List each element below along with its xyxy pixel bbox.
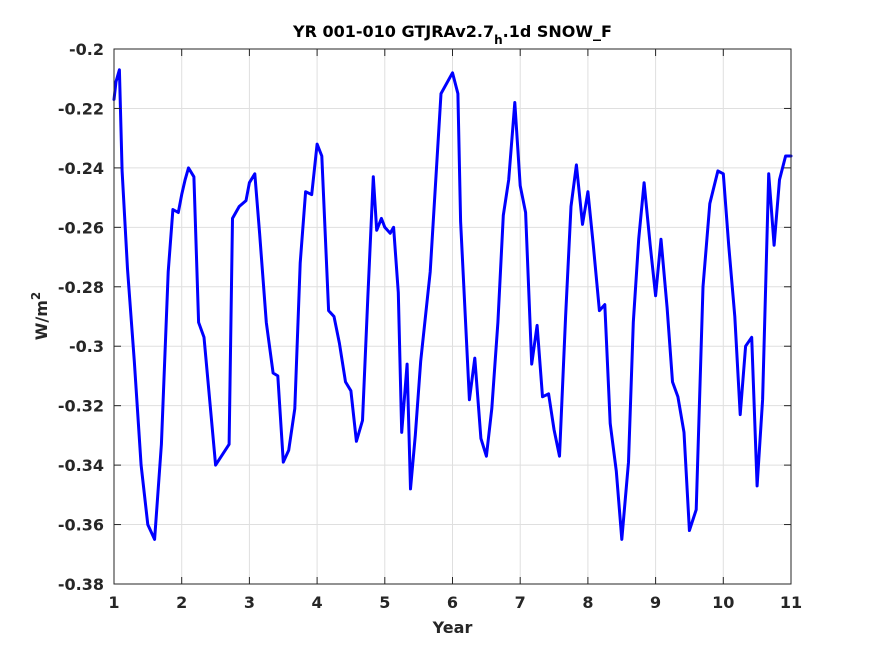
chart-title: YR 001-010 GTJRAv2.7h.1d SNOW_F bbox=[292, 22, 612, 47]
x-tick-label: 3 bbox=[244, 593, 255, 612]
series-layer bbox=[112, 68, 793, 541]
tick-marks bbox=[113, 48, 792, 585]
x-tick-label: 7 bbox=[515, 593, 526, 612]
x-tick-label: 10 bbox=[712, 593, 734, 612]
x-tick-label: 1 bbox=[108, 593, 119, 612]
y-tick-label: -0.28 bbox=[58, 278, 104, 297]
y-axis-label-unit: W/m bbox=[32, 300, 51, 340]
y-tick-label: -0.36 bbox=[58, 516, 104, 535]
y-tick-labels: -0.38 -0.36 -0.34 -0.32 -0.3 -0.28 -0.26 -0.24 -… bbox=[58, 40, 104, 594]
plot-area bbox=[112, 48, 793, 585]
y-tick-label: -0.32 bbox=[58, 397, 104, 416]
chart-title-subscript: h bbox=[494, 33, 503, 47]
x-tick-label: 5 bbox=[379, 593, 390, 612]
y-tick-label: -0.2 bbox=[69, 40, 104, 59]
x-tick-label: 8 bbox=[582, 593, 593, 612]
y-axis-label: W/m2 bbox=[29, 292, 51, 341]
x-tick-labels: 1 2 3 4 5 6 7 8 9 10 11 bbox=[108, 593, 802, 612]
y-tick-label: -0.24 bbox=[58, 159, 104, 178]
chart-title-suffix: .1d SNOW_F bbox=[503, 22, 612, 41]
y-axis-label-exponent: 2 bbox=[29, 292, 43, 300]
y-tick-label: -0.34 bbox=[58, 456, 104, 475]
y-tick-label: -0.26 bbox=[58, 218, 104, 237]
x-tick-label: 4 bbox=[312, 593, 323, 612]
x-axis-label: Year bbox=[432, 618, 473, 637]
x-tick-label: 2 bbox=[176, 593, 187, 612]
x-tick-label: 11 bbox=[780, 593, 802, 612]
series-line bbox=[112, 68, 793, 541]
y-tick-label: -0.22 bbox=[58, 99, 104, 118]
y-tick-label: -0.3 bbox=[69, 337, 104, 356]
chart-title-main: YR 001-010 GTJRAv2.7 bbox=[292, 22, 494, 41]
y-tick-label: -0.38 bbox=[58, 575, 104, 594]
x-tick-label: 6 bbox=[447, 593, 458, 612]
x-tick-label: 9 bbox=[650, 593, 661, 612]
